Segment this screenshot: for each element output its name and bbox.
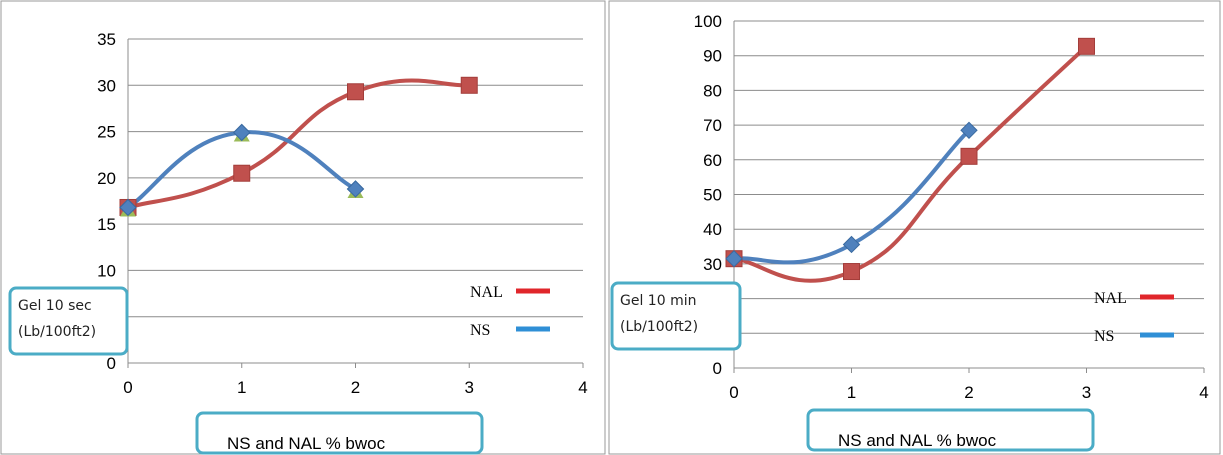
left-ytick-label: 30 — [97, 76, 116, 95]
right-xlabel-box — [806, 408, 1095, 452]
right-ns-point — [725, 249, 743, 268]
right-series-nal-line — [732, 44, 1089, 283]
right-xlabel: NS and NAL % bwoc — [838, 431, 997, 450]
right-ytick-label: 70 — [703, 116, 722, 135]
left-ytick-label: 35 — [97, 30, 116, 49]
right-ytick-label: 80 — [703, 81, 722, 100]
chart-gel-10-sec-svg: 0510152025303501234NALNSGel 10 sec(Lb/10… — [0, 0, 606, 455]
right-ytick-label: 60 — [703, 151, 722, 170]
right-legend-nal-label: NAL — [1094, 290, 1127, 307]
right-ylabel-line: Gel 10 min — [620, 293, 696, 309]
right-xtick-label: 4 — [1199, 383, 1208, 402]
right-xtick-label: 2 — [964, 383, 973, 402]
right-ns-point — [842, 235, 861, 254]
right-xtick-label: 1 — [847, 383, 856, 402]
left-xtick-label: 4 — [578, 378, 587, 397]
left-xtick-label: 1 — [237, 378, 246, 397]
right-frame — [608, 0, 1221, 455]
left-frame — [0, 0, 606, 455]
left-ylabel-line: (Lb/100ft2) — [18, 324, 96, 340]
right-ytick-label: 40 — [703, 220, 722, 239]
left-legend-nal-label: NAL — [470, 284, 503, 301]
right-ytick-label: 50 — [703, 186, 722, 205]
left-xtick-label: 0 — [123, 378, 132, 397]
left-xlabel-box — [195, 411, 484, 455]
right-ytick-label: 100 — [694, 12, 722, 31]
left-nal-point — [233, 164, 251, 182]
left-nal-point — [460, 76, 478, 94]
right-ytick-label: 0 — [713, 359, 722, 378]
left-ylabel-line: Gel 10 sec — [18, 298, 92, 314]
right-nal-point — [960, 147, 978, 165]
left-xtick-label: 2 — [351, 378, 360, 397]
chart-gel-10-min: 010203040506070809010001234NALNSGel 10 m… — [608, 0, 1223, 455]
left-ns-point — [119, 198, 137, 217]
left-nal-point — [347, 83, 364, 101]
left-ytick-label: 10 — [97, 261, 116, 280]
right-nal-point — [843, 263, 860, 281]
left-ns-point — [233, 123, 251, 142]
left-legend-ns-label: NS — [470, 322, 490, 339]
left-ytick-label: 15 — [97, 215, 116, 234]
right-xtick-label: 0 — [729, 383, 738, 402]
right-xtick-label: 3 — [1082, 383, 1091, 402]
left-series-nal-line — [126, 78, 472, 210]
left-xlabel: NS and NAL % bwoc — [227, 434, 386, 453]
chart-gel-10-sec: 0510152025303501234NALNSGel 10 sec(Lb/10… — [0, 0, 608, 455]
left-ytick-label: 25 — [97, 123, 116, 142]
left-ylabel-box — [8, 286, 129, 356]
right-ns-point — [960, 121, 978, 140]
right-legend-ns-label: NS — [1094, 328, 1114, 345]
left-xtick-label: 3 — [465, 378, 474, 397]
right-ytick-label: 90 — [703, 47, 722, 66]
left-ytick-label: 0 — [107, 354, 116, 373]
left-ns-point — [346, 180, 365, 198]
right-nal-point — [1078, 37, 1095, 55]
right-ylabel-line: (Lb/100ft2) — [620, 319, 698, 335]
chart-gel-10-min-svg: 010203040506070809010001234NALNSGel 10 m… — [608, 0, 1221, 455]
left-ytick-label: 20 — [97, 169, 116, 188]
right-ylabel-box — [610, 281, 742, 351]
right-ytick-label: 30 — [703, 255, 722, 274]
